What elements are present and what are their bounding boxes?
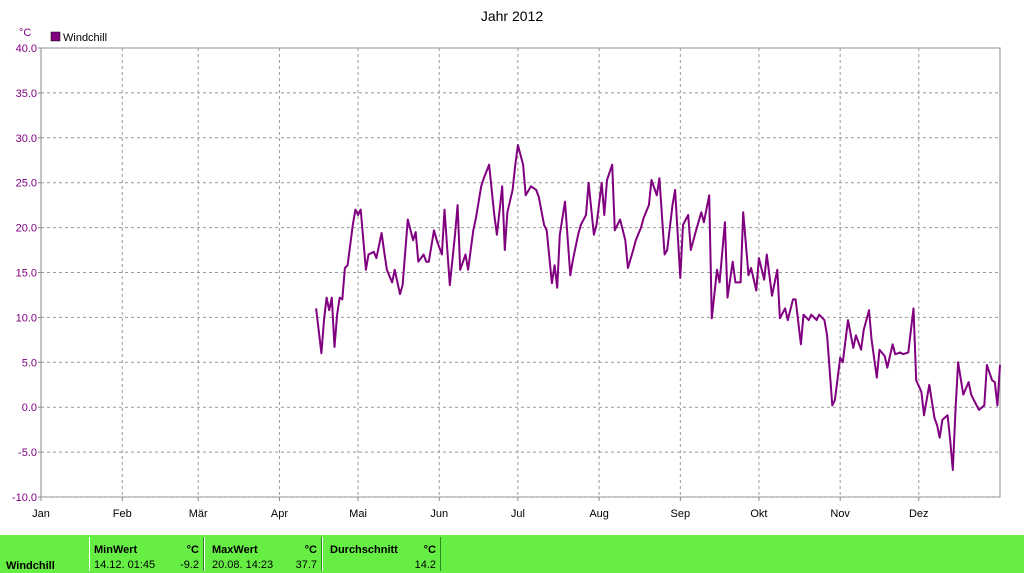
cell-time: 20.08. 14:23 [212,559,274,571]
x-tick-label: Nov [830,508,850,520]
y-tick-label: 35.0 [16,88,37,100]
y-tick-label: 25.0 [16,178,37,190]
x-tick-label: Sep [671,508,691,520]
x-tick-label: Jun [430,508,448,520]
cell-header: Durchschnitt [330,544,398,556]
x-tick-label: Jan [32,508,50,520]
x-tick-label: Mär [189,508,208,520]
x-tick-label: Apr [271,508,288,520]
chart-title: Jahr 2012 [481,8,543,24]
cell-value: -9.2 [180,559,199,571]
x-tick-label: Okt [750,508,767,520]
cell-value: 37.7 [295,559,317,571]
summary-cell: MinWert °C 14.12. 01:45 -9.2 [89,537,204,571]
x-tick-label: Mai [349,508,367,520]
cell-unit: °C [304,544,317,556]
y-unit: °C [19,27,31,39]
y-tick-label: 5.0 [22,357,37,369]
chart: Jahr 2012 °C 40.0 35.0 30.0 25.0 20.0 15.0 10.… [12,8,1001,520]
line [315,144,1001,472]
x-tick-label: Feb [113,508,132,520]
y-tick-label: -10.0 [12,492,37,504]
cell-unit: °C [186,544,199,556]
cell-unit: °C [423,544,436,556]
y-tick-label: 20.0 [16,223,37,235]
summary-bar: Windchill MinWert °C 14.12. 01:45 -9.2 M… [0,535,1024,573]
legend-label: Windchill [63,32,107,44]
y-tick-label: 0.0 [22,402,37,414]
cell-time: 14.12. 01:45 [94,559,156,571]
legend-swatch [50,31,61,42]
cell-header: MinWert [94,544,138,556]
y-tick-label: 30.0 [16,133,37,145]
y-tick-label: -5.0 [18,447,37,459]
summary-cell: MaxWert °C 20.08. 14:23 37.7 [204,537,322,571]
y-tick-label: 40.0 [16,43,37,55]
cell-value: 14.2 [414,559,436,571]
summary-cell: Durchschnitt °C 14.2 [322,537,441,571]
y-tick-label: 15.0 [16,268,37,280]
x-tick-label: Jul [511,508,525,520]
plot-area [40,47,1001,498]
summary-label: Windchill [6,560,55,572]
y-tick-label: 10.0 [16,312,37,324]
x-tick-label: Aug [589,508,609,520]
x-tick-label: Dez [909,508,929,520]
cell-header: MaxWert [212,544,258,556]
